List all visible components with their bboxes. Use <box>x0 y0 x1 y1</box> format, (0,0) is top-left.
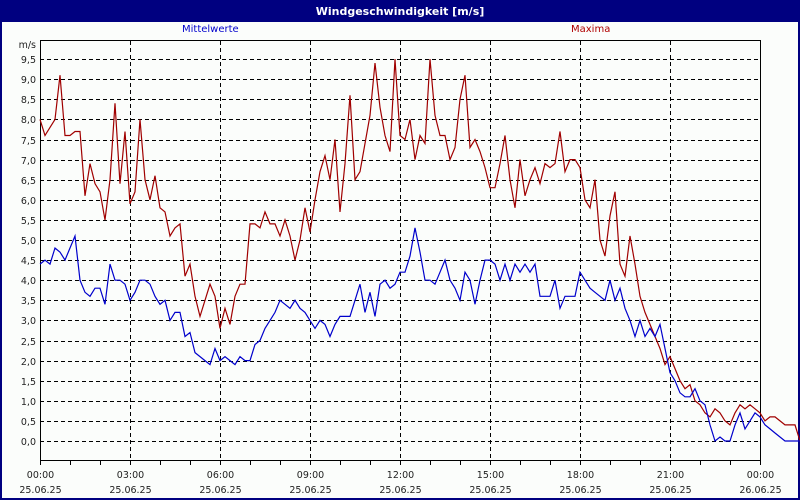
series-mittelwerte-line <box>39 227 800 443</box>
x-tick-time: 09:00 <box>297 470 324 481</box>
x-tick-time: 21:00 <box>657 470 684 481</box>
y-unit-label: m/s <box>19 40 36 51</box>
legend-mean: Mittelwerte <box>182 24 239 35</box>
y-tick-label: 3,0 <box>21 316 36 327</box>
y-tick-label: 5,5 <box>21 216 36 227</box>
y-tick-label: 0,5 <box>21 417 36 428</box>
x-tick-time: 06:00 <box>207 470 234 481</box>
y-axis: 0,0 0,5 1,0 1,5 2,0 2,5 3,0 3,5 4,0 4,5 5,0 5,5 6,0 6… <box>19 40 36 448</box>
y-tick-label: 1,0 <box>21 397 36 408</box>
plot-area-border <box>40 40 761 461</box>
x-axis: 00:00 25.06.25 03:00 25.06.25 06:00 25.06.25 0… <box>19 461 782 496</box>
x-tick-time: 03:00 <box>117 470 144 481</box>
x-tick-time: 00:00 <box>27 470 54 481</box>
x-tick-date: 25.06.25 <box>109 485 151 496</box>
y-tick-label: 7,0 <box>21 156 36 167</box>
x-tick-date: 25.06.25 <box>19 485 61 496</box>
y-tick-label: 9,0 <box>21 75 36 86</box>
x-tick-time: 18:00 <box>567 470 594 481</box>
y-tick-label: 4,5 <box>21 256 36 267</box>
x-tick-date: 25.06.25 <box>289 485 331 496</box>
series-maxima-line <box>39 59 800 442</box>
y-tick-label: 2,5 <box>21 337 36 348</box>
x-tick-date: 26.06.25 <box>739 485 781 496</box>
x-tick-date: 25.06.25 <box>559 485 601 496</box>
x-tick-date: 25.06.25 <box>649 485 691 496</box>
y-tick-label: 4,0 <box>21 276 36 287</box>
x-tick-date: 25.06.25 <box>379 485 421 496</box>
y-tick-label: 6,5 <box>21 176 36 187</box>
x-tick-time: 00:00 <box>747 470 774 481</box>
x-tick-time: 12:00 <box>387 470 414 481</box>
y-tick-label: 8,0 <box>21 115 36 126</box>
x-tick-time: 15:00 <box>477 470 504 481</box>
y-tick-label: 1,5 <box>21 377 36 388</box>
y-tick-label: 5,0 <box>21 236 36 247</box>
grid-lines <box>40 41 760 460</box>
x-tick-date: 25.06.25 <box>199 485 241 496</box>
y-tick-label: 2,0 <box>21 357 36 368</box>
y-tick-label: 8,5 <box>21 95 36 106</box>
y-tick-label: 3,5 <box>21 296 36 307</box>
chart-title: Windgeschwindigkeit [m/s] <box>2 2 798 22</box>
y-tick-label: 0,0 <box>21 437 36 448</box>
x-tick-date: 25.06.25 <box>469 485 511 496</box>
y-tick-label: 6,0 <box>21 196 36 207</box>
y-tick-label: 9,5 <box>21 55 36 66</box>
legend-max: Maxima <box>571 24 611 35</box>
y-tick-label: 7,5 <box>21 136 36 147</box>
